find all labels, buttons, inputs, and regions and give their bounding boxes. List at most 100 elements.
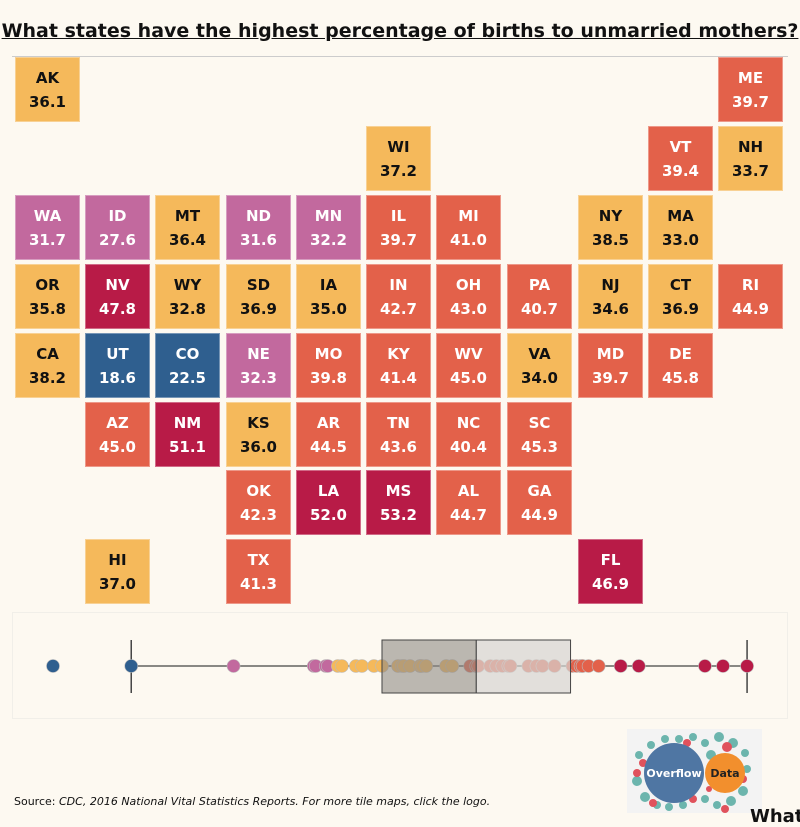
state-value: 40.4 bbox=[449, 437, 487, 456]
state-value: 46.9 bbox=[591, 574, 629, 593]
state-tile-fl[interactable]: FL 46.9 bbox=[578, 539, 643, 604]
state-tile-md[interactable]: MD 39.7 bbox=[578, 333, 643, 398]
state-value: 36.0 bbox=[239, 437, 277, 456]
logo-word-overflow: Overflow bbox=[646, 767, 701, 780]
state-value: 45.8 bbox=[661, 368, 699, 387]
dot-plot-panel bbox=[12, 612, 788, 719]
state-abbr: WA bbox=[33, 206, 62, 225]
state-tile-nm[interactable]: NM 51.1 bbox=[155, 402, 220, 467]
state-tile-hi[interactable]: HI 37.0 bbox=[85, 539, 150, 604]
state-tile-or[interactable]: OR 35.8 bbox=[15, 264, 80, 329]
state-value: 47.8 bbox=[98, 299, 136, 318]
state-tile-nv[interactable]: NV 47.8 bbox=[85, 264, 150, 329]
state-tile-wi[interactable]: WI 37.2 bbox=[366, 126, 431, 191]
title-divider bbox=[12, 56, 788, 57]
state-abbr: MO bbox=[314, 344, 343, 363]
state-abbr: OR bbox=[35, 275, 60, 294]
state-tile-az[interactable]: AZ 45.0 bbox=[85, 402, 150, 467]
state-tile-va[interactable]: VA 34.0 bbox=[507, 333, 572, 398]
state-tile-ia[interactable]: IA 35.0 bbox=[296, 264, 361, 329]
logo-word-data: Data bbox=[710, 767, 739, 780]
dot-plot bbox=[46, 639, 754, 694]
state-abbr: NE bbox=[247, 344, 270, 363]
state-value: 36.4 bbox=[168, 230, 206, 249]
state-abbr: CA bbox=[36, 344, 59, 363]
state-tile-sc[interactable]: SC 45.3 bbox=[507, 402, 572, 467]
state-tile-ok[interactable]: OK 42.3 bbox=[226, 470, 291, 535]
state-tile-de[interactable]: DE 45.8 bbox=[648, 333, 713, 398]
state-tile-ma[interactable]: MA 33.0 bbox=[648, 195, 713, 260]
state-value: 39.7 bbox=[731, 92, 769, 111]
state-abbr: IA bbox=[319, 275, 338, 294]
state-tile-ak[interactable]: AK 36.1 bbox=[15, 57, 80, 122]
state-tile-ne[interactable]: NE 32.3 bbox=[226, 333, 291, 398]
state-abbr: VA bbox=[528, 344, 551, 363]
state-value: 18.6 bbox=[98, 368, 136, 387]
state-tile-ms[interactable]: MS 53.2 bbox=[366, 470, 431, 535]
state-tile-ny[interactable]: NY 38.5 bbox=[578, 195, 643, 260]
state-tile-wa[interactable]: WA 31.7 bbox=[15, 195, 80, 260]
state-tile-mi[interactable]: MI 41.0 bbox=[436, 195, 501, 260]
state-abbr: TN bbox=[387, 413, 410, 432]
state-value: 37.2 bbox=[379, 161, 417, 180]
state-tile-nh[interactable]: NH 33.7 bbox=[718, 126, 783, 191]
state-tile-tx[interactable]: TX 41.3 bbox=[226, 539, 291, 604]
state-tile-nj[interactable]: NJ 34.6 bbox=[578, 264, 643, 329]
dot-fl bbox=[613, 659, 628, 673]
state-tile-mn[interactable]: MN 32.2 bbox=[296, 195, 361, 260]
state-tile-tn[interactable]: TN 43.6 bbox=[366, 402, 431, 467]
state-abbr: UT bbox=[106, 344, 129, 363]
dot-id bbox=[226, 659, 241, 673]
state-abbr: CT bbox=[669, 275, 692, 294]
state-tile-al[interactable]: AL 44.7 bbox=[436, 470, 501, 535]
state-value: 27.6 bbox=[98, 230, 136, 249]
state-tile-ut[interactable]: UT 18.6 bbox=[85, 333, 150, 398]
state-tile-pa[interactable]: PA 40.7 bbox=[507, 264, 572, 329]
state-abbr: WY bbox=[173, 275, 202, 294]
state-tile-ri[interactable]: RI 44.9 bbox=[718, 264, 783, 329]
state-value: 41.3 bbox=[239, 574, 277, 593]
state-tile-mo[interactable]: MO 39.8 bbox=[296, 333, 361, 398]
state-tile-ks[interactable]: KS 36.0 bbox=[226, 402, 291, 467]
state-tile-ca[interactable]: CA 38.2 bbox=[15, 333, 80, 398]
overflow-data-logo[interactable]: Overflow Data bbox=[627, 729, 762, 813]
state-abbr: WV bbox=[454, 344, 483, 363]
state-tile-ar[interactable]: AR 44.5 bbox=[296, 402, 361, 467]
state-tile-id[interactable]: ID 27.6 bbox=[85, 195, 150, 260]
state-abbr: LA bbox=[317, 481, 340, 500]
state-value: 39.7 bbox=[591, 368, 629, 387]
state-value: 32.2 bbox=[309, 230, 347, 249]
state-abbr: AL bbox=[457, 481, 480, 500]
state-value: 53.2 bbox=[379, 505, 417, 524]
state-tile-oh[interactable]: OH 43.0 bbox=[436, 264, 501, 329]
state-value: 39.8 bbox=[309, 368, 347, 387]
state-tile-wy[interactable]: WY 32.8 bbox=[155, 264, 220, 329]
state-tile-sd[interactable]: SD 36.9 bbox=[226, 264, 291, 329]
state-tile-ky[interactable]: KY 41.4 bbox=[366, 333, 431, 398]
state-abbr: MT bbox=[174, 206, 201, 225]
state-tile-nd[interactable]: ND 31.6 bbox=[226, 195, 291, 260]
state-tile-co[interactable]: CO 22.5 bbox=[155, 333, 220, 398]
state-tile-in[interactable]: IN 42.7 bbox=[366, 264, 431, 329]
state-tile-il[interactable]: IL 39.7 bbox=[366, 195, 431, 260]
state-tile-wv[interactable]: WV 45.0 bbox=[436, 333, 501, 398]
state-tile-la[interactable]: LA 52.0 bbox=[296, 470, 361, 535]
state-abbr: ME bbox=[737, 68, 764, 87]
state-abbr: SD bbox=[246, 275, 271, 294]
state-abbr: AZ bbox=[106, 413, 129, 432]
state-tile-vt[interactable]: VT 39.4 bbox=[648, 126, 713, 191]
dot-ma bbox=[335, 659, 349, 673]
state-tile-mt[interactable]: MT 36.4 bbox=[155, 195, 220, 260]
state-value: 32.3 bbox=[239, 368, 277, 387]
dot-va bbox=[355, 659, 369, 673]
state-abbr: GA bbox=[527, 481, 552, 500]
state-value: 36.1 bbox=[28, 92, 66, 111]
state-value: 36.9 bbox=[239, 299, 277, 318]
source-label: Source: bbox=[14, 795, 56, 808]
state-tile-ct[interactable]: CT 36.9 bbox=[648, 264, 713, 329]
state-tile-ga[interactable]: GA 44.9 bbox=[507, 470, 572, 535]
state-tile-nc[interactable]: NC 40.4 bbox=[436, 402, 501, 467]
state-abbr: TX bbox=[247, 550, 270, 569]
overflow-text: What bbox=[750, 806, 800, 827]
state-tile-me[interactable]: ME 39.7 bbox=[718, 57, 783, 122]
